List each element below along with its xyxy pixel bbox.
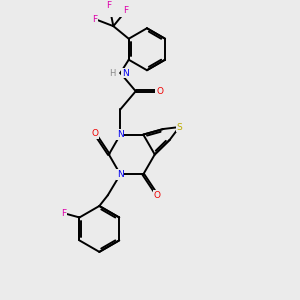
Text: O: O <box>154 191 161 200</box>
Text: O: O <box>92 129 98 138</box>
Text: F: F <box>93 15 98 24</box>
Text: H: H <box>109 68 115 77</box>
Text: N: N <box>122 68 128 77</box>
Text: N: N <box>117 130 124 139</box>
Text: F: F <box>123 6 128 15</box>
Text: S: S <box>176 122 182 131</box>
Text: O: O <box>156 87 163 96</box>
Text: F: F <box>106 1 112 10</box>
Text: F: F <box>61 209 67 218</box>
Text: N: N <box>117 170 124 179</box>
